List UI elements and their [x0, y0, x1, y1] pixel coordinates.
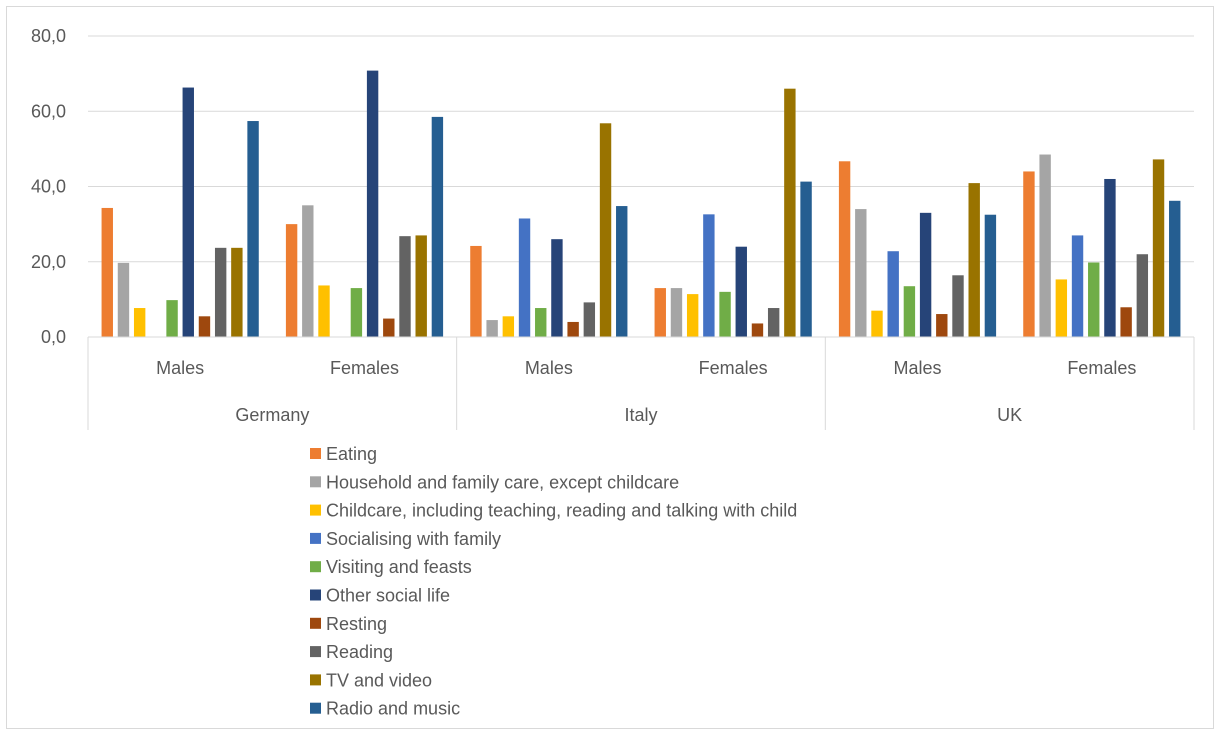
bar [431, 116, 444, 337]
bar [318, 285, 330, 337]
x-group-label: Italy [624, 405, 657, 425]
bar [1152, 159, 1165, 337]
bar [936, 314, 948, 337]
legend-swatch [310, 617, 321, 629]
legend-swatch [310, 561, 321, 573]
bar [583, 302, 596, 337]
legend-label: Reading [326, 642, 393, 662]
bar [984, 214, 997, 337]
legend-label: Socialising with family [326, 529, 501, 549]
bar [133, 308, 146, 337]
bar [784, 88, 796, 337]
bar [470, 245, 482, 337]
bar [502, 316, 515, 337]
bar [1136, 254, 1149, 337]
legend-swatch [310, 674, 321, 686]
x-category-label: Males [893, 358, 941, 378]
bar [838, 161, 851, 337]
y-tick-label: 60,0 [31, 101, 66, 121]
bar [686, 294, 699, 337]
bar [952, 275, 964, 337]
bar [654, 288, 666, 337]
legend-label: Other social life [326, 586, 450, 606]
x-category-label: Females [1067, 358, 1136, 378]
bar [670, 288, 683, 337]
bar [383, 318, 395, 337]
bar [855, 209, 867, 337]
bar [214, 247, 227, 337]
bar [1055, 279, 1068, 337]
bar [247, 121, 259, 337]
bar [903, 286, 916, 337]
x-axis: Males Females Males Females Males Females Germ… [87, 336, 1195, 430]
x-category-label: Females [699, 358, 768, 378]
legend-swatch [310, 532, 321, 544]
x-category-label: Females [330, 358, 399, 378]
bar [535, 308, 547, 337]
y-tick-label: 80,0 [31, 26, 66, 46]
legend-label: Childcare, including teaching, reading a… [326, 501, 797, 521]
legend-label: Household and family care, except childc… [326, 472, 679, 492]
legend-swatch [310, 702, 321, 714]
legend-label: Resting [326, 614, 387, 634]
bar [198, 316, 211, 337]
bar [166, 300, 178, 337]
bar [231, 247, 243, 337]
bar [751, 323, 764, 337]
legend-swatch [310, 448, 321, 459]
bars [101, 70, 1181, 338]
legend-label: Visiting and feasts [326, 557, 472, 577]
bar [1023, 171, 1035, 337]
x-group-label: Germany [235, 405, 309, 425]
y-tick-label: 40,0 [31, 177, 66, 197]
x-category-label: Males [156, 358, 204, 378]
legend-label: Radio and music [326, 699, 460, 719]
bar [1169, 200, 1181, 337]
legend-swatch [310, 589, 321, 601]
bar [285, 224, 298, 337]
bar [887, 251, 899, 337]
bar [101, 207, 113, 337]
bar [719, 291, 731, 337]
bar [182, 87, 194, 337]
bar [800, 181, 812, 337]
x-group-label: UK [997, 405, 1022, 425]
bar [735, 246, 747, 337]
bar [616, 206, 628, 337]
y-tick-label: 0,0 [41, 327, 66, 347]
legend-label: TV and video [326, 670, 432, 690]
bar [399, 236, 411, 337]
bar [518, 218, 531, 337]
bar [767, 308, 780, 337]
y-tick-label: 20,0 [31, 252, 66, 272]
bar [871, 310, 883, 337]
bar [919, 212, 932, 337]
legend-label: Eating [326, 444, 377, 464]
bar [1039, 154, 1051, 337]
bar [350, 288, 363, 337]
bar [486, 320, 498, 337]
y-axis: 0,0 20,0 40,0 60,0 80,0 [31, 26, 66, 347]
bar [567, 321, 579, 337]
bar [1088, 262, 1100, 337]
bar [703, 214, 715, 337]
bar [302, 205, 314, 337]
bar [117, 262, 130, 337]
bar [1104, 178, 1116, 337]
bar [1071, 235, 1084, 337]
x-category-label: Males [525, 358, 573, 378]
bar [551, 239, 563, 337]
legend-swatch [310, 504, 321, 516]
bar [599, 123, 612, 337]
bar [415, 235, 427, 337]
legend-swatch [310, 476, 321, 488]
bar [968, 183, 980, 337]
bar [1120, 307, 1132, 337]
bar [366, 70, 379, 338]
legend-swatch [310, 646, 321, 658]
legend: Eating Household and family care, except … [310, 444, 797, 719]
